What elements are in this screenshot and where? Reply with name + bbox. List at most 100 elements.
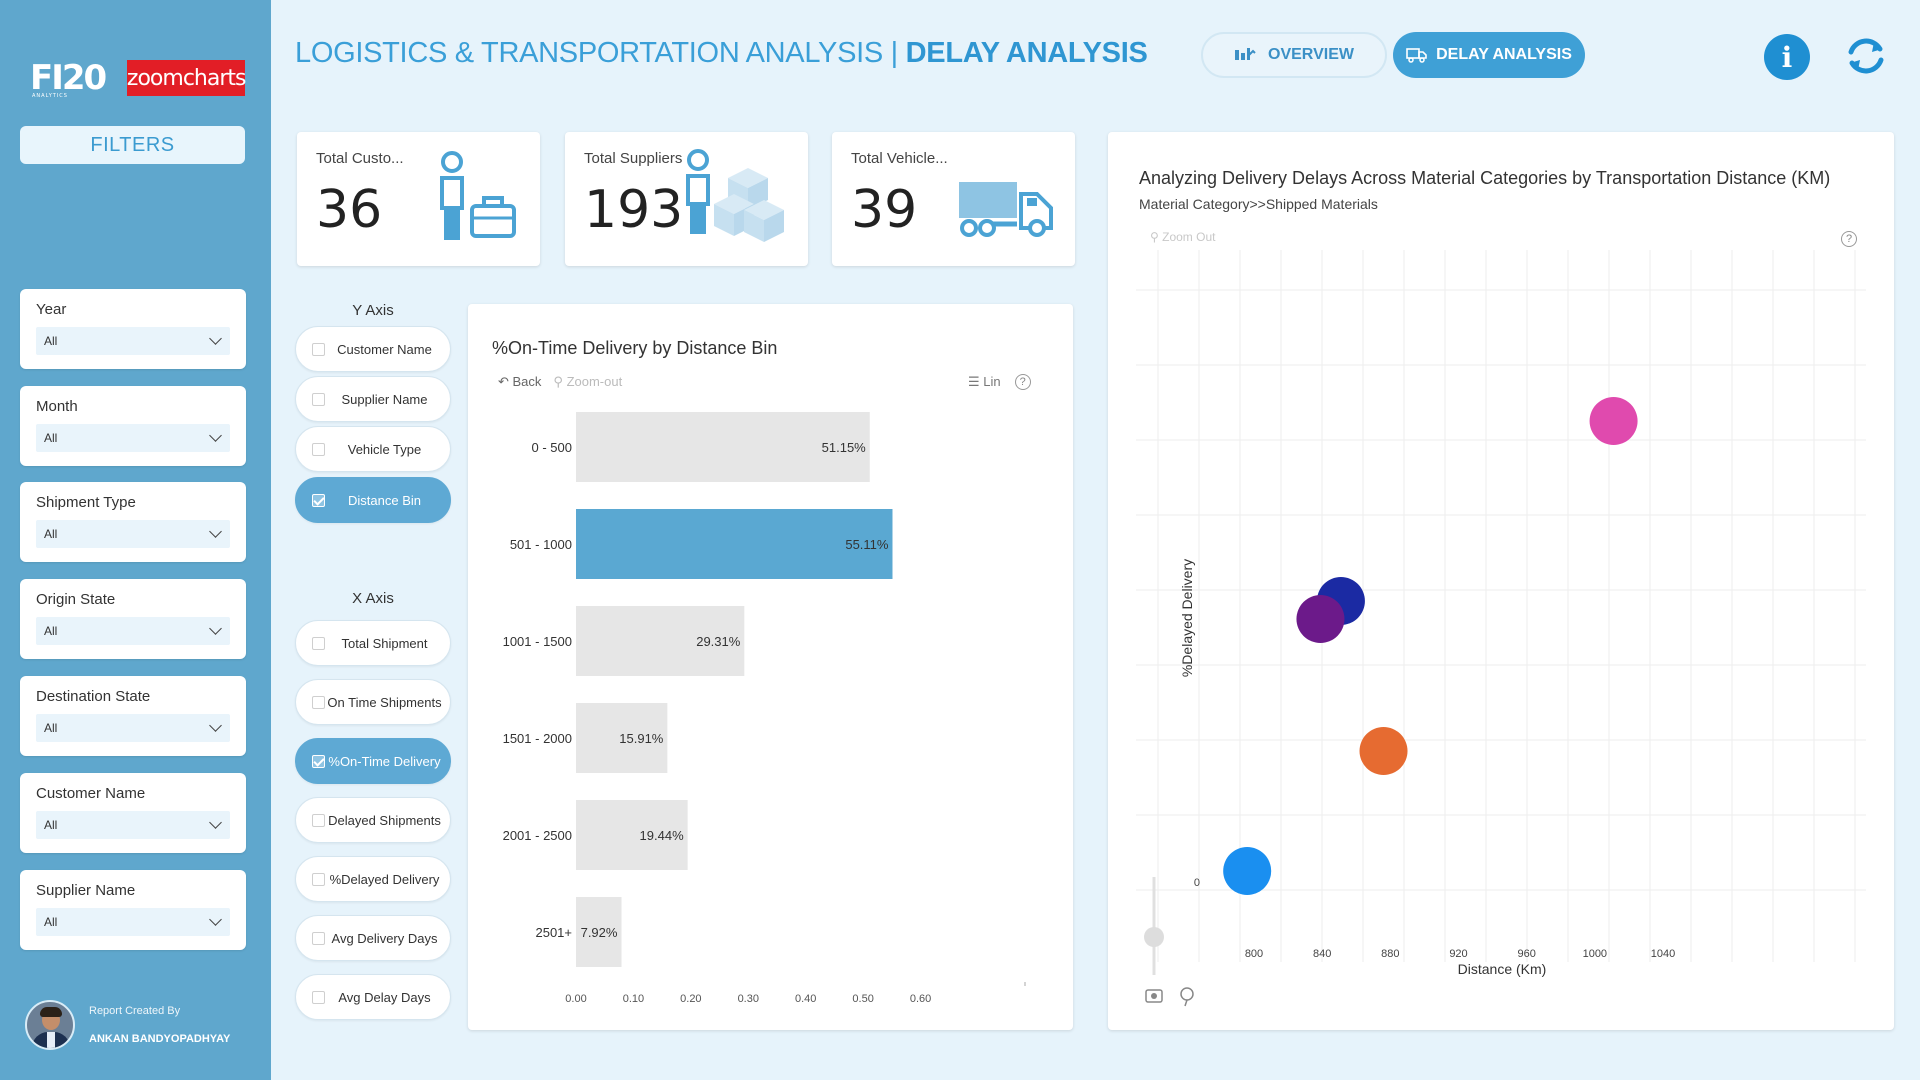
bar-chart-card: %On-Time Delivery by Distance Bin ↶ Back… (468, 304, 1073, 1030)
slicer-dropdown[interactable]: All (36, 520, 230, 548)
x-tick-label: 0.30 (738, 993, 759, 1005)
screenshot-icon-lens (1151, 993, 1157, 999)
x-tick-label: 0.60 (910, 993, 931, 1005)
axis-option-delayed-shipments[interactable]: Delayed Shipments (295, 797, 451, 843)
category-label: 1001 - 1500 (503, 634, 572, 649)
scatter-point[interactable] (1223, 847, 1272, 895)
zoom-out-button[interactable]: ⚲ Zoom Out (1150, 230, 1216, 244)
scatter-point[interactable] (1589, 397, 1638, 445)
axis-option-label: Supplier Name (341, 391, 428, 407)
x-tick-label: 0.20 (680, 993, 701, 1005)
kpi-label: Total Suppliers (584, 150, 683, 167)
checkbox[interactable] (312, 931, 325, 945)
bar-chart: 0 - 500 51.15% 501 - 1000 55.11% 1001 - 1500… (503, 412, 1026, 1005)
slicer-dropdown[interactable]: All (36, 811, 230, 839)
fi20-logo: FI20 ANALYTICS (30, 58, 107, 99)
info-icon: i (1781, 40, 1793, 74)
chevron-down-icon (209, 525, 222, 538)
overview-nav-button[interactable]: OVERVIEW (1201, 32, 1387, 78)
axis-option-label: On Time Shipments (327, 694, 442, 710)
axis-option-distance-bin[interactable]: Distance Bin (295, 477, 451, 523)
help-icon[interactable]: ? (1841, 231, 1857, 247)
axis-option-on-time-delivery[interactable]: %On-Time Delivery (295, 738, 451, 784)
lasso-icon-tail (1184, 999, 1188, 1007)
axis-option-label: Total Shipment (341, 635, 428, 651)
x-tick-label: 960 (1517, 948, 1535, 960)
x-axis-selector-title: X Axis (352, 590, 394, 607)
axis-option-avg-delivery-days[interactable]: Avg Delivery Days (295, 915, 451, 961)
data-label: 7.92% (581, 925, 618, 940)
refresh-icon[interactable] (1842, 32, 1890, 80)
bar-chart-tools: ☰ Lin ? (968, 374, 1031, 390)
slicer-destination-state: Destination State All (20, 676, 246, 756)
checkbox[interactable] (312, 493, 325, 507)
checkbox[interactable] (312, 442, 325, 456)
logo-bar: FI20 ANALYTICS zoomcharts (30, 58, 246, 99)
filter-sidebar: FI20 ANALYTICS zoomcharts FILTERS Year All… (0, 0, 271, 1080)
slicer-dropdown[interactable]: All (36, 617, 230, 645)
chevron-down-icon (209, 429, 222, 442)
scatter-chart: 800 840 880 920 960 1000 1040 0 Distance (Km) %De… (1136, 250, 1866, 1007)
axis-option-delayed-delivery[interactable]: %Delayed Delivery (295, 856, 451, 902)
chevron-down-icon (209, 719, 222, 732)
slicer-value: All (44, 721, 58, 735)
x-tick-label: 0.00 (565, 993, 586, 1005)
help-icon[interactable]: ? (1014, 374, 1031, 390)
slicer-dropdown[interactable]: All (36, 714, 230, 742)
checkbox[interactable] (312, 342, 325, 356)
checkbox[interactable] (312, 636, 325, 650)
scatter-point[interactable] (1296, 595, 1345, 643)
scatter-point[interactable] (1359, 727, 1408, 775)
checkbox[interactable] (312, 813, 325, 827)
axis-option-total-shipment[interactable]: Total Shipment (295, 620, 451, 666)
bar[interactable] (576, 509, 893, 579)
screenshot-icon[interactable] (1145, 989, 1163, 1003)
zoom-slider-handle[interactable] (1144, 927, 1164, 947)
axis-option-label: Distance Bin (348, 492, 421, 508)
bar[interactable] (576, 897, 622, 967)
axis-option-supplier-name[interactable]: Supplier Name (295, 376, 451, 422)
scale-toggle[interactable]: ☰ Lin (968, 374, 1001, 389)
slicer-shipment-type: Shipment Type All (20, 482, 246, 562)
chevron-down-icon (209, 332, 222, 345)
checkbox[interactable] (312, 392, 325, 406)
slicer-origin-state: Origin State All (20, 579, 246, 659)
filters-button[interactable]: FILTERS (20, 126, 245, 164)
slicer-dropdown[interactable]: All (36, 908, 230, 936)
x-tick-label: 920 (1449, 948, 1467, 960)
info-button[interactable]: i (1764, 34, 1810, 80)
axis-option-customer-name[interactable]: Customer Name (295, 326, 451, 372)
bar[interactable] (576, 800, 688, 870)
bar[interactable] (576, 606, 745, 676)
lasso-icon[interactable] (1180, 987, 1194, 1001)
axis-option-on-time-shipments[interactable]: On Time Shipments (295, 679, 451, 725)
zoom-out-button[interactable]: ⚲ Zoom-out (553, 374, 623, 389)
y-axis-selector-title: Y Axis (352, 302, 394, 319)
bar[interactable] (576, 703, 668, 773)
kpi-value: 193 (584, 180, 684, 240)
bar[interactable] (576, 412, 870, 482)
kpi-label: Total Vehicle... (851, 150, 948, 167)
axis-option-label: %Delayed Delivery (329, 871, 440, 887)
slicer-label: Month (36, 398, 78, 415)
page-title: LOGISTICS & TRANSPORTATION ANALYSIS | DE… (295, 37, 1148, 69)
slicer-label: Origin State (36, 591, 116, 608)
kpi-value: 39 (851, 180, 918, 240)
checkbox[interactable] (312, 754, 325, 768)
avatar (25, 1000, 75, 1050)
y-axis-label: %Delayed Delivery (1179, 559, 1195, 677)
checkbox[interactable] (312, 695, 325, 709)
customer-bag-icon (440, 151, 516, 240)
x-tick-label: 0.10 (623, 993, 644, 1005)
axis-option-vehicle-type[interactable]: Vehicle Type (295, 426, 451, 472)
checkbox[interactable] (312, 990, 325, 1004)
delay-analysis-nav-button[interactable]: DELAY ANALYSIS (1393, 32, 1585, 78)
checkbox[interactable] (312, 872, 325, 886)
axis-option-avg-delay-days[interactable]: Avg Delay Days (295, 974, 451, 1020)
creator-name: ANKAN BANDYOPADHYAY (89, 1033, 231, 1045)
data-label: 55.11% (845, 537, 889, 552)
slicer-dropdown[interactable]: All (36, 327, 230, 355)
slicer-dropdown[interactable]: All (36, 424, 230, 452)
back-button[interactable]: ↶ Back (498, 374, 542, 389)
y-tick-label: 0 (1194, 877, 1200, 889)
